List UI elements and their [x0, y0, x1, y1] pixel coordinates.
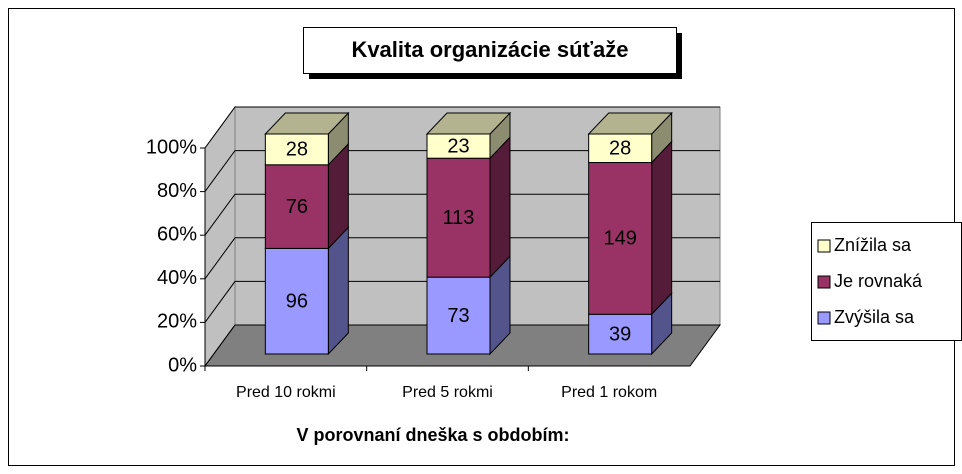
bar-front — [264, 164, 329, 249]
grid-line — [204, 150, 720, 192]
y-tick-label: 20% — [157, 311, 197, 333]
bar-segment — [588, 140, 673, 316]
bar-front — [588, 313, 653, 355]
bar-front — [426, 133, 491, 159]
y-tick-label: 60% — [157, 223, 197, 245]
title-box — [303, 27, 677, 74]
x-axis-title: V porovnaní dneška s obdobím: — [296, 425, 569, 445]
data-label: 28 — [286, 139, 308, 161]
legend-swatch — [817, 239, 831, 253]
data-label: 39 — [609, 323, 631, 345]
bar-segment — [588, 292, 673, 356]
legend-label: Je rovnaká — [834, 271, 923, 291]
bar-top — [587, 112, 673, 135]
data-label: 96 — [286, 290, 308, 312]
y-tick-label: 80% — [157, 180, 197, 202]
bar-front — [264, 247, 329, 355]
grid-line — [204, 324, 720, 367]
y-tick-label: 100% — [146, 136, 197, 158]
data-label: 28 — [609, 138, 631, 160]
x-tick-label: Pred 1 rokom — [561, 384, 657, 401]
grid-line — [204, 237, 720, 280]
bar-segment — [426, 254, 511, 356]
y-tick-label: 0% — [168, 354, 197, 376]
y-tick-label: 40% — [157, 267, 197, 289]
bar-segment — [264, 226, 349, 356]
bar-front — [426, 157, 491, 278]
data-label: 23 — [447, 135, 469, 157]
legend-swatch — [817, 275, 831, 289]
grid-line — [204, 280, 720, 323]
legend-label: Znížila sa — [834, 235, 912, 255]
x-tick-label: Pred 10 rokmi — [236, 384, 336, 401]
bar-side — [327, 226, 349, 356]
bar-segment — [426, 135, 511, 279]
bar-front — [588, 133, 653, 164]
chart-title: Kvalita organizácie súťaže — [351, 37, 628, 62]
bar-front — [426, 276, 491, 355]
legend — [811, 222, 962, 341]
bar-top — [264, 112, 350, 135]
data-label: 76 — [286, 196, 308, 218]
bar-front — [588, 162, 653, 315]
bar-side — [489, 135, 511, 279]
bar-top — [425, 112, 512, 135]
bar-segment — [264, 142, 349, 250]
data-label: 73 — [447, 305, 469, 327]
bar-segment — [587, 111, 673, 164]
bar-side — [651, 140, 673, 316]
legend-label: Zvýšila sa — [834, 307, 915, 327]
bar-segment — [264, 111, 350, 167]
data-label: 149 — [603, 228, 636, 250]
legend-swatch — [817, 311, 831, 325]
grid-line — [204, 193, 720, 236]
data-label: 113 — [443, 207, 475, 229]
x-tick-label: Pred 5 rokmi — [402, 384, 493, 401]
grid-line — [204, 106, 720, 149]
side-wall — [204, 105, 236, 368]
bar-segment — [425, 111, 512, 160]
